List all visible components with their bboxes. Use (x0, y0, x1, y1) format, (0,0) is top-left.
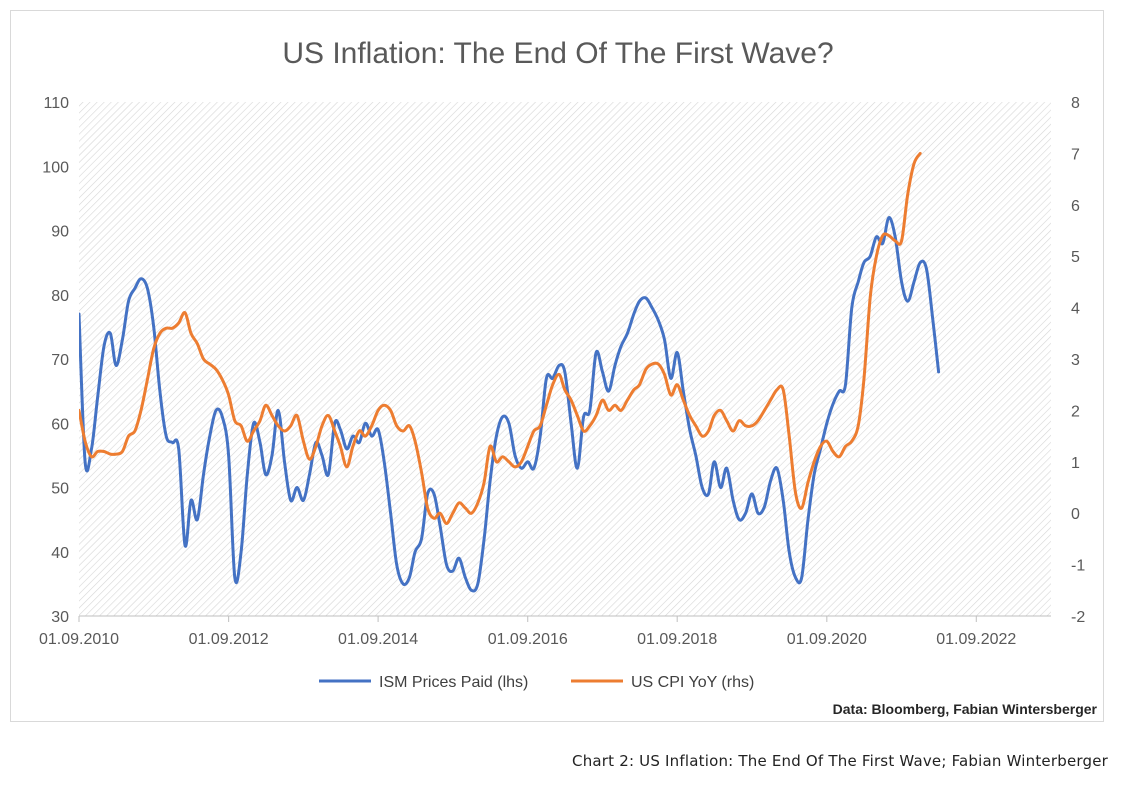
y-right-tick-label: 7 (1071, 146, 1080, 163)
y-left-tick-label: 100 (42, 159, 69, 176)
y-right-tick-label: 8 (1071, 95, 1080, 112)
source-note: Data: Bloomberg, Fabian Wintersberger (833, 701, 1098, 717)
x-tick-label: 01.09.2022 (936, 631, 1016, 648)
figure-caption: Chart 2: US Inflation: The End Of The Fi… (572, 752, 1108, 770)
y-right-tick-label: 6 (1071, 198, 1080, 215)
x-tick-label: 01.09.2014 (338, 631, 418, 648)
y-left-tick-label: 30 (51, 609, 69, 626)
series-lines (79, 151, 941, 593)
y-right-tick-label: 1 (1071, 455, 1080, 472)
x-tick-label: 01.09.2020 (787, 631, 867, 648)
x-tick-label: 01.09.2018 (637, 631, 717, 648)
y-right-tick-label: 3 (1071, 352, 1080, 369)
series-line-us-cpi-yoy (79, 151, 922, 525)
legend: ISM Prices Paid (lhs) US CPI YoY (rhs) (319, 674, 754, 691)
y-right-tick-label: 0 (1071, 506, 1080, 523)
y-left-tick-label: 80 (51, 288, 69, 305)
y-right-tick-label: 5 (1071, 249, 1080, 266)
y-right-tick-label: 2 (1071, 403, 1080, 420)
line-chart: US Inflation: The End Of The First Wave?… (39, 37, 1098, 717)
y-axis-left: 30 40 50 60 70 80 90 100 110 (42, 95, 69, 626)
y-left-tick-label: 90 (51, 224, 69, 241)
y-left-tick-label: 70 (51, 352, 69, 369)
legend-label-ism: ISM Prices Paid (lhs) (379, 674, 528, 691)
x-tick-label: 01.09.2016 (488, 631, 568, 648)
y-right-tick-label: -2 (1071, 609, 1085, 626)
y-right-tick-label: -1 (1071, 558, 1085, 575)
x-tick-label: 01.09.2010 (39, 631, 119, 648)
y-left-tick-label: 40 (51, 545, 69, 562)
y-left-tick-label: 110 (43, 95, 69, 112)
chart-title: US Inflation: The End Of The First Wave? (282, 37, 833, 70)
x-axis: 01.09.2010 01.09.2012 01.09.2014 01.09.2016… (39, 616, 1016, 648)
y-right-tick-label: 4 (1071, 301, 1080, 318)
y-axis-right: -2 -1 0 1 2 3 4 5 6 7 8 (1071, 95, 1085, 626)
plot-area (79, 102, 1051, 616)
y-left-tick-label: 50 (51, 481, 69, 498)
legend-label-cpi: US CPI YoY (rhs) (631, 674, 754, 691)
x-tick-label: 01.09.2012 (189, 631, 269, 648)
y-left-tick-label: 60 (51, 416, 69, 433)
chart-frame: US Inflation: The End Of The First Wave?… (10, 10, 1104, 722)
series-line-ism-prices-paid (79, 216, 941, 593)
